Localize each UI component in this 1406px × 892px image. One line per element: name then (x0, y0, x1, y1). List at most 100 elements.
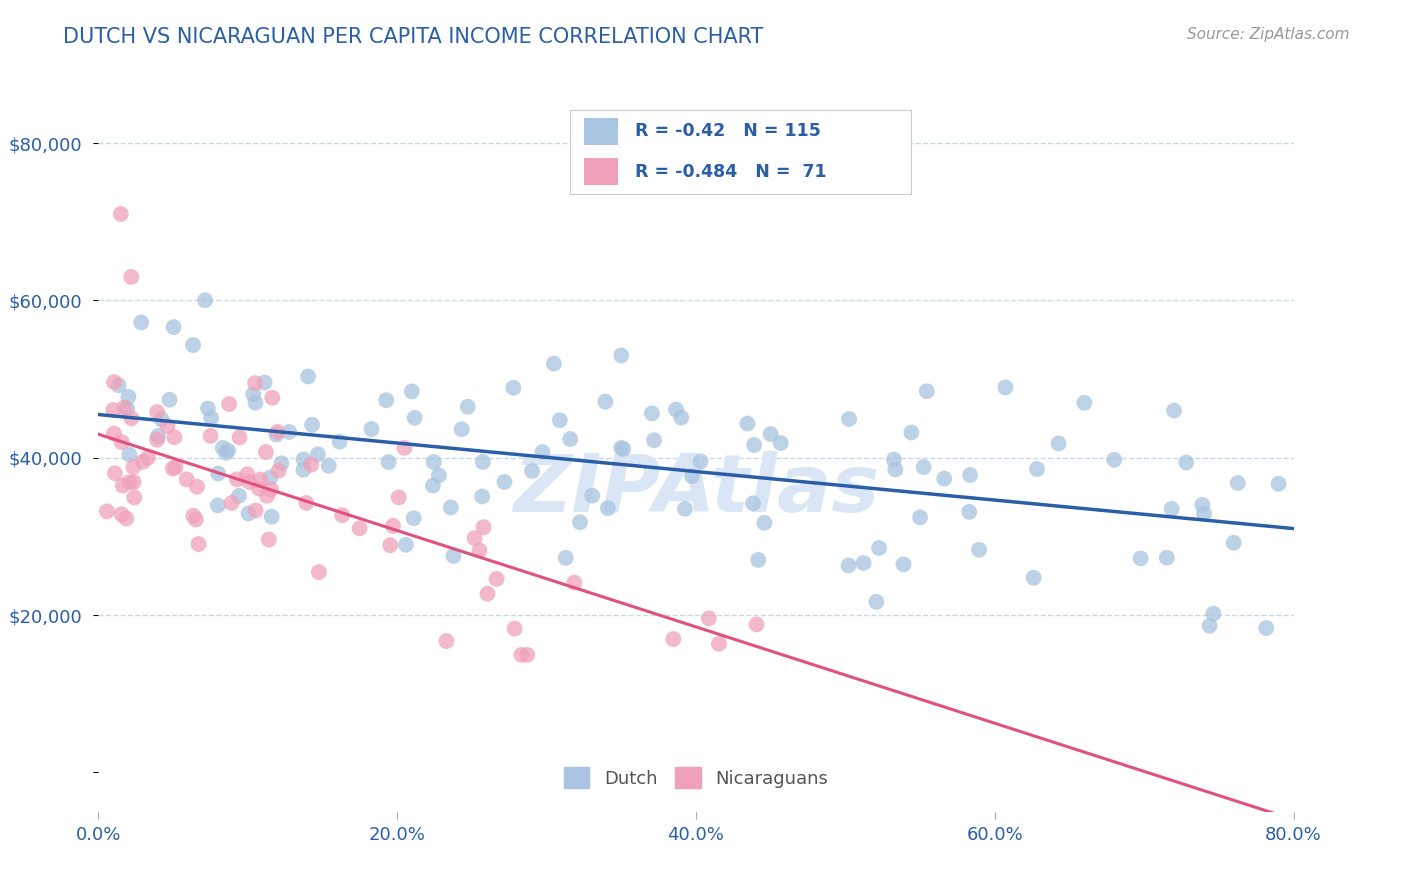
Dutch (1026, 462, 1049, 476)
Nicaraguans (308, 565, 330, 579)
Dutch (610, 349, 633, 363)
Nicaraguans (472, 520, 495, 534)
Dutch (238, 507, 260, 521)
Dutch (375, 393, 398, 408)
Nicaraguans (267, 463, 290, 477)
Dutch (402, 511, 425, 525)
Dutch (747, 553, 769, 567)
Nicaraguans (122, 475, 145, 489)
Dutch (162, 320, 184, 334)
Dutch (934, 472, 956, 486)
Nicaraguans (118, 475, 141, 490)
Nicaraguans (236, 467, 259, 482)
Dutch (292, 463, 315, 477)
Dutch (1175, 455, 1198, 469)
Nicaraguans (120, 269, 142, 284)
Dutch (838, 412, 860, 426)
Nicaraguans (562, 575, 585, 590)
Dutch (115, 401, 138, 416)
Dutch (554, 550, 576, 565)
Nicaraguans (110, 507, 132, 521)
Nicaraguans (238, 475, 260, 489)
Dutch (200, 411, 222, 425)
Dutch (610, 441, 633, 455)
Text: Source: ZipAtlas.com: Source: ZipAtlas.com (1187, 27, 1350, 42)
Dutch (581, 489, 603, 503)
Nicaraguans (181, 508, 204, 523)
Dutch (884, 462, 907, 476)
Dutch (548, 413, 571, 427)
Nicaraguans (176, 472, 198, 486)
Dutch (297, 369, 319, 384)
Nicaraguans (103, 375, 125, 389)
Dutch (1223, 536, 1246, 550)
Nicaraguans (245, 376, 267, 391)
Nicaraguans (516, 648, 538, 662)
Dutch (502, 381, 524, 395)
Dutch (893, 558, 915, 572)
Dutch (194, 293, 217, 308)
Dutch (1073, 396, 1095, 410)
Nicaraguans (254, 445, 277, 459)
Nicaraguans (266, 425, 288, 439)
Dutch (673, 501, 696, 516)
Dutch (737, 417, 759, 431)
Nicaraguans (96, 504, 118, 518)
Dutch (912, 460, 935, 475)
Dutch (560, 432, 582, 446)
Dutch (1226, 475, 1249, 490)
Nicaraguans (221, 496, 243, 510)
Dutch (1267, 476, 1289, 491)
Dutch (211, 441, 233, 455)
Nicaraguans (228, 430, 250, 444)
Dutch (292, 452, 315, 467)
Nicaraguans (111, 478, 134, 492)
Dutch (900, 425, 922, 440)
Nicaraguans (295, 496, 318, 510)
Dutch (422, 455, 444, 469)
Dutch (318, 458, 340, 473)
Dutch (838, 558, 860, 573)
Nicaraguans (112, 401, 135, 415)
Nicaraguans (111, 435, 134, 450)
Nicaraguans (186, 480, 208, 494)
Dutch (197, 401, 219, 416)
Nicaraguans (146, 433, 169, 447)
Dutch (217, 443, 239, 458)
Nicaraguans (247, 482, 270, 496)
Dutch (641, 406, 664, 420)
Nicaraguans (200, 429, 222, 443)
Dutch (260, 509, 283, 524)
Nicaraguans (110, 207, 132, 221)
Dutch (401, 384, 423, 399)
Dutch (395, 538, 418, 552)
Dutch (278, 425, 301, 439)
Dutch (443, 549, 465, 563)
Dutch (957, 505, 980, 519)
Dutch (1198, 619, 1220, 633)
Nicaraguans (434, 634, 457, 648)
Dutch (1160, 501, 1182, 516)
Nicaraguans (477, 587, 499, 601)
Nicaraguans (184, 512, 207, 526)
Dutch (665, 402, 688, 417)
Nicaraguans (136, 450, 159, 465)
Dutch (107, 378, 129, 392)
Dutch (1156, 550, 1178, 565)
Nicaraguans (163, 430, 186, 444)
Dutch (595, 394, 617, 409)
Nicaraguans (249, 473, 271, 487)
Dutch (852, 556, 875, 570)
Dutch (440, 500, 463, 515)
Dutch (450, 422, 472, 436)
Text: DUTCH VS NICARAGUAN PER CAPITA INCOME CORRELATION CHART: DUTCH VS NICARAGUAN PER CAPITA INCOME CO… (63, 27, 763, 46)
Dutch (612, 442, 634, 456)
Dutch (1191, 498, 1213, 512)
Nicaraguans (662, 632, 685, 646)
Dutch (531, 445, 554, 459)
Nicaraguans (103, 426, 125, 441)
Nicaraguans (256, 489, 278, 503)
Dutch (215, 446, 238, 460)
Nicaraguans (463, 531, 485, 545)
Dutch (207, 499, 229, 513)
